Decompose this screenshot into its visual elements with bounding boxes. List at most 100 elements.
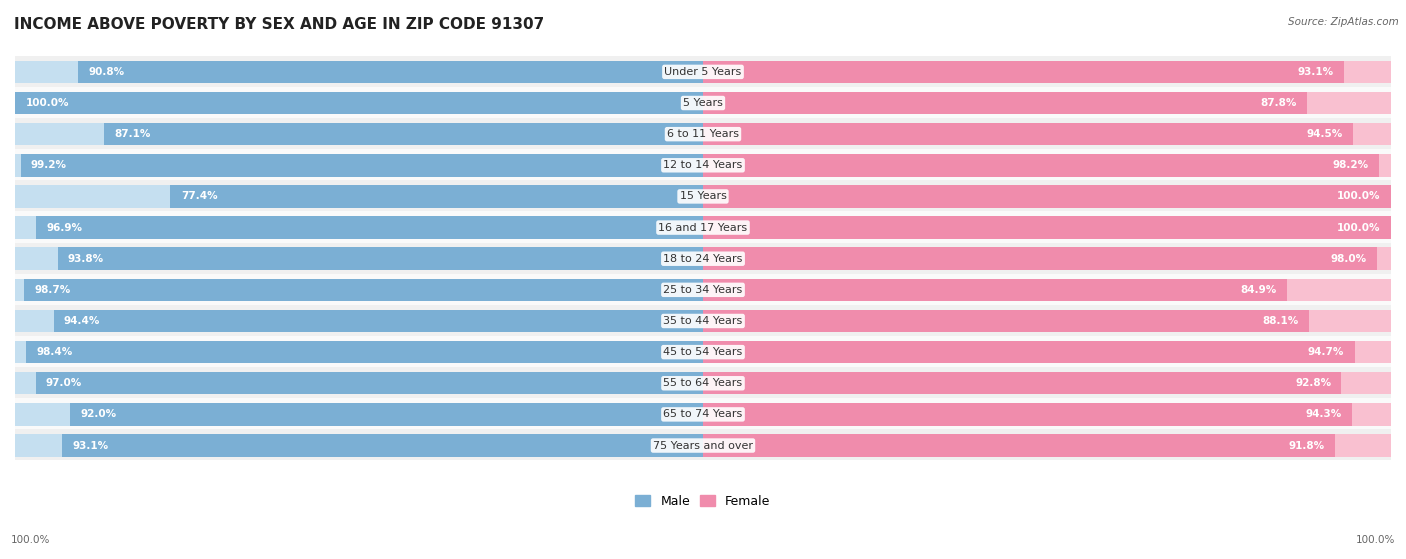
Text: 16 and 17 Years: 16 and 17 Years	[658, 222, 748, 233]
Bar	[703, 372, 1341, 395]
Text: 100.0%: 100.0%	[1337, 222, 1381, 233]
Bar	[703, 61, 1391, 83]
Text: 94.4%: 94.4%	[63, 316, 100, 326]
Text: 94.3%: 94.3%	[1305, 409, 1341, 419]
Bar	[15, 216, 703, 239]
Bar	[15, 398, 1391, 429]
Text: 92.8%: 92.8%	[1295, 378, 1331, 389]
Text: 98.2%: 98.2%	[1331, 160, 1368, 170]
Text: 15 Years: 15 Years	[679, 191, 727, 201]
Bar	[15, 274, 1391, 305]
Text: 96.9%: 96.9%	[46, 222, 83, 233]
Bar	[15, 87, 1391, 118]
Bar	[703, 154, 1379, 177]
Bar	[24, 278, 703, 301]
Text: 75 Years and over: 75 Years and over	[652, 440, 754, 451]
Text: 93.1%: 93.1%	[73, 440, 108, 451]
Bar	[79, 61, 703, 83]
Bar	[15, 305, 1391, 336]
Text: 35 to 44 Years: 35 to 44 Years	[664, 316, 742, 326]
Bar	[15, 341, 703, 363]
Bar	[15, 211, 1391, 243]
Bar	[15, 123, 703, 145]
Text: 100.0%: 100.0%	[25, 98, 69, 108]
Bar	[15, 336, 1391, 367]
Bar	[15, 61, 703, 83]
Text: 77.4%: 77.4%	[181, 191, 218, 201]
Bar	[62, 434, 703, 457]
Bar	[15, 92, 703, 114]
Text: 88.1%: 88.1%	[1263, 316, 1299, 326]
Bar	[703, 403, 1351, 425]
Bar	[703, 216, 1391, 239]
Bar	[703, 341, 1391, 363]
Bar	[15, 278, 703, 301]
Bar	[35, 372, 703, 395]
Bar	[53, 310, 703, 332]
Bar	[703, 123, 1353, 145]
Bar	[703, 123, 1391, 145]
Bar	[15, 434, 703, 457]
Text: INCOME ABOVE POVERTY BY SEX AND AGE IN ZIP CODE 91307: INCOME ABOVE POVERTY BY SEX AND AGE IN Z…	[14, 17, 544, 32]
Bar	[15, 367, 1391, 398]
Bar	[703, 61, 1344, 83]
Bar	[703, 310, 1309, 332]
Text: 98.7%: 98.7%	[34, 285, 70, 295]
Bar	[703, 434, 1391, 457]
Text: 98.0%: 98.0%	[1331, 254, 1367, 264]
Bar	[15, 118, 1391, 149]
Bar	[703, 92, 1391, 114]
Text: 93.8%: 93.8%	[67, 254, 104, 264]
Bar	[15, 154, 703, 177]
Text: 93.1%: 93.1%	[1298, 67, 1333, 77]
Bar	[15, 310, 703, 332]
Text: 87.8%: 87.8%	[1260, 98, 1296, 108]
Text: 87.1%: 87.1%	[114, 129, 150, 139]
Bar	[37, 216, 703, 239]
Text: Under 5 Years: Under 5 Years	[665, 67, 741, 77]
Bar	[703, 216, 1391, 239]
Bar	[703, 248, 1378, 270]
Text: Source: ZipAtlas.com: Source: ZipAtlas.com	[1288, 17, 1399, 27]
Text: 94.7%: 94.7%	[1308, 347, 1344, 357]
Bar	[15, 248, 703, 270]
Bar	[70, 403, 703, 425]
Bar	[15, 372, 703, 395]
Bar	[15, 92, 703, 114]
Bar	[703, 185, 1391, 207]
Bar	[15, 149, 1391, 180]
Bar	[703, 248, 1391, 270]
Text: 92.0%: 92.0%	[80, 409, 117, 419]
Bar	[15, 185, 703, 207]
Text: 84.9%: 84.9%	[1240, 285, 1277, 295]
Bar	[703, 92, 1308, 114]
Text: 65 to 74 Years: 65 to 74 Years	[664, 409, 742, 419]
Bar	[15, 56, 1391, 87]
Bar	[703, 372, 1391, 395]
Text: 91.8%: 91.8%	[1288, 440, 1324, 451]
Bar	[703, 434, 1334, 457]
Bar	[104, 123, 703, 145]
Bar	[15, 403, 703, 425]
Bar	[703, 154, 1391, 177]
Text: 90.8%: 90.8%	[89, 67, 125, 77]
Text: 100.0%: 100.0%	[11, 535, 51, 545]
Bar	[703, 278, 1391, 301]
Text: 100.0%: 100.0%	[1355, 535, 1395, 545]
Text: 98.4%: 98.4%	[37, 347, 73, 357]
Bar	[703, 278, 1286, 301]
Bar	[703, 403, 1391, 425]
Bar	[58, 248, 703, 270]
Text: 55 to 64 Years: 55 to 64 Years	[664, 378, 742, 389]
Bar	[703, 185, 1391, 207]
Text: 45 to 54 Years: 45 to 54 Years	[664, 347, 742, 357]
Text: 6 to 11 Years: 6 to 11 Years	[666, 129, 740, 139]
Bar	[703, 341, 1354, 363]
Text: 94.5%: 94.5%	[1306, 129, 1343, 139]
Text: 5 Years: 5 Years	[683, 98, 723, 108]
Text: 25 to 34 Years: 25 to 34 Years	[664, 285, 742, 295]
Bar	[15, 243, 1391, 274]
Text: 12 to 14 Years: 12 to 14 Years	[664, 160, 742, 170]
Bar	[703, 310, 1391, 332]
Bar	[21, 154, 703, 177]
